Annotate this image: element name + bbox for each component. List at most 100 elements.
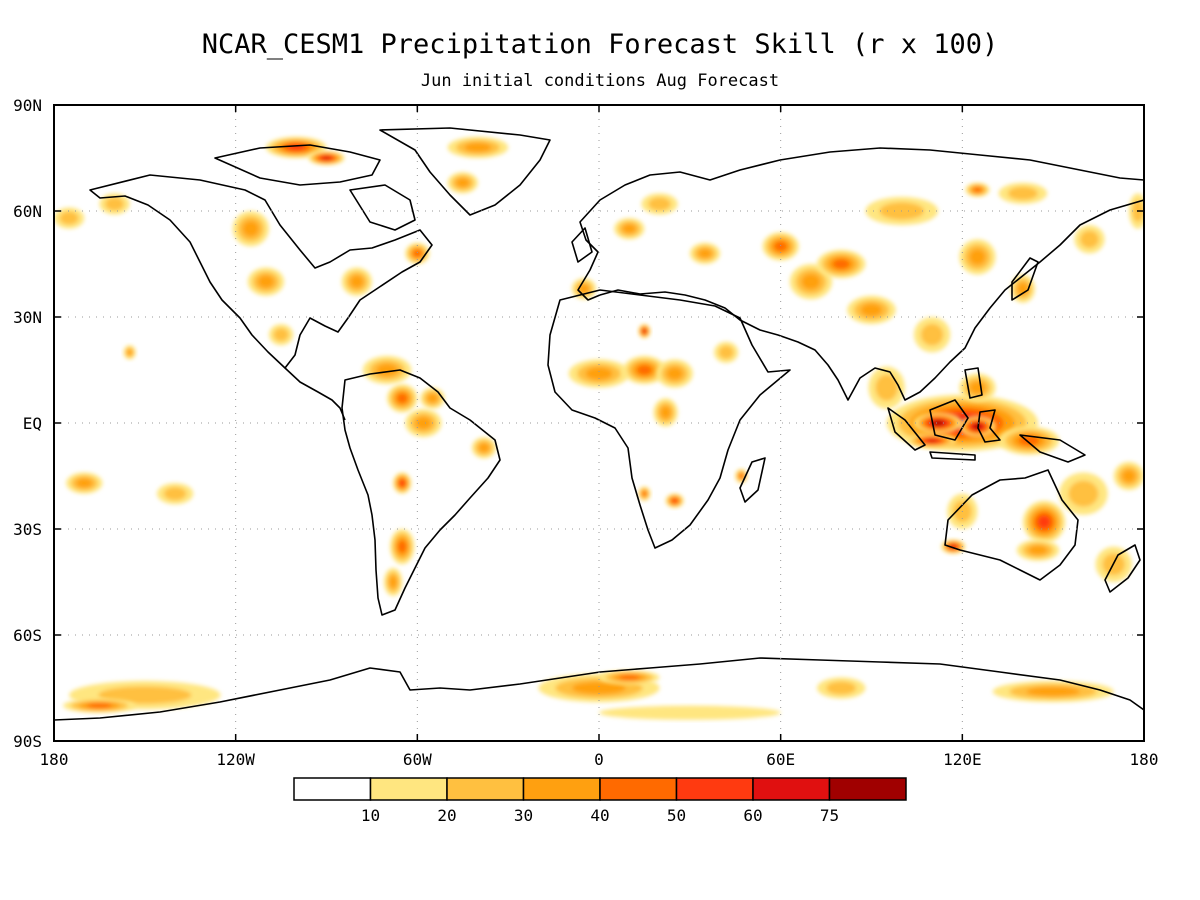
color-bin: [446, 777, 525, 801]
y-tick-label: 30S: [13, 520, 42, 539]
skill-region: [762, 232, 799, 261]
x-tick-label: 120W: [216, 750, 255, 769]
skill-region: [959, 373, 996, 402]
skill-contour: [933, 420, 944, 426]
skill-contour: [666, 367, 683, 380]
skill-region: [656, 359, 693, 388]
chart-subtitle: Jun initial conditions Aug Forecast: [421, 71, 779, 91]
skill-region: [1113, 461, 1144, 491]
skill-region: [599, 705, 781, 720]
skill-region: [232, 211, 269, 247]
skill-region: [420, 387, 445, 409]
skill-contour: [1038, 515, 1051, 528]
coast-antarctica: [54, 657, 1144, 741]
skill-contour: [860, 303, 883, 317]
grid-lines: [54, 105, 1144, 741]
skill-contour: [739, 473, 744, 479]
skill-region: [653, 398, 678, 427]
skill-region: [54, 207, 85, 229]
coast-japan: [1011, 257, 1039, 301]
coast-new-zealand: [1104, 544, 1141, 593]
skill-contour: [969, 249, 986, 265]
skill-contour: [698, 248, 712, 259]
color-bin: [752, 777, 831, 801]
skill-region: [247, 267, 285, 296]
color-bin: [369, 777, 448, 801]
color-bin: [522, 777, 601, 801]
coast-central-america: [284, 367, 346, 421]
coast-greenland: [379, 127, 551, 216]
chart-title: NCAR_CESM1 Precipitation Forecast Skill …: [202, 29, 999, 60]
skill-contour: [826, 681, 857, 695]
skill-contour: [622, 223, 637, 234]
y-tick-label: 30N: [13, 308, 42, 327]
skill-region: [868, 366, 905, 409]
skill-region: [817, 249, 866, 279]
skill-region: [1016, 539, 1060, 561]
color-bin: [293, 777, 372, 801]
coast-madagascar: [739, 457, 766, 503]
skill-contour: [427, 393, 438, 403]
skill-contour: [98, 686, 192, 704]
skill-region: [393, 472, 412, 494]
skill-region: [665, 493, 684, 508]
skill-region: [390, 529, 415, 565]
color-bin: [675, 777, 754, 801]
skill-region: [714, 341, 739, 363]
skill-region: [965, 182, 990, 197]
skill-region: [913, 317, 951, 353]
x-tick-label: 60W: [403, 750, 432, 769]
skill-contour: [660, 406, 671, 419]
skill-contour: [973, 187, 982, 193]
skill-contour: [257, 275, 275, 288]
skill-region: [641, 193, 678, 215]
color-level-label: 60: [743, 806, 762, 825]
y-tick-label: EQ: [23, 414, 42, 433]
skill-contour: [1068, 480, 1099, 507]
skill-contour: [599, 705, 781, 720]
skill-region: [123, 345, 136, 360]
skill-region: [1059, 472, 1108, 515]
skill-region: [405, 408, 442, 438]
skill-contour: [1080, 230, 1099, 248]
skill-contour: [350, 275, 364, 288]
y-tick-label: 60S: [13, 626, 42, 645]
skill-contour: [389, 575, 398, 589]
coast-java: [929, 451, 976, 461]
skill-contour: [1026, 686, 1081, 697]
x-tick-label: 180: [1130, 750, 1159, 769]
latitude-axis: 90N 60N 30N EQ 30S 60S 90S: [13, 96, 1144, 751]
skill-region: [998, 182, 1048, 204]
skill-contour: [413, 249, 422, 258]
skill-contour: [585, 367, 613, 380]
skill-region: [847, 295, 896, 325]
coast-africa: [547, 289, 791, 549]
coast-australia: [944, 469, 1079, 581]
skill-region: [471, 437, 497, 459]
skill-contour: [399, 480, 405, 487]
skill-region: [156, 483, 194, 505]
skill-region: [689, 242, 721, 264]
skill-contour: [969, 381, 986, 394]
x-tick-label: 180: [40, 750, 69, 769]
skill-region: [447, 136, 509, 158]
coast-north-america: [89, 174, 433, 369]
skill-contour: [105, 197, 124, 211]
skill-contour: [642, 491, 647, 497]
skill-region: [817, 677, 866, 699]
color-level-label: 30: [514, 806, 533, 825]
skill-contour: [59, 211, 79, 225]
skill-region: [638, 486, 651, 501]
skill-contour: [1028, 545, 1048, 555]
skill-region: [789, 264, 833, 300]
skill-region: [959, 239, 996, 275]
skill-region: [63, 698, 136, 713]
skill-contour: [322, 156, 331, 160]
skill-region: [913, 412, 963, 434]
coast-philippines: [964, 367, 983, 399]
skill-contour: [163, 487, 187, 501]
skill-region: [568, 359, 630, 388]
skill-contour: [456, 178, 470, 188]
skill-contour: [801, 273, 821, 290]
